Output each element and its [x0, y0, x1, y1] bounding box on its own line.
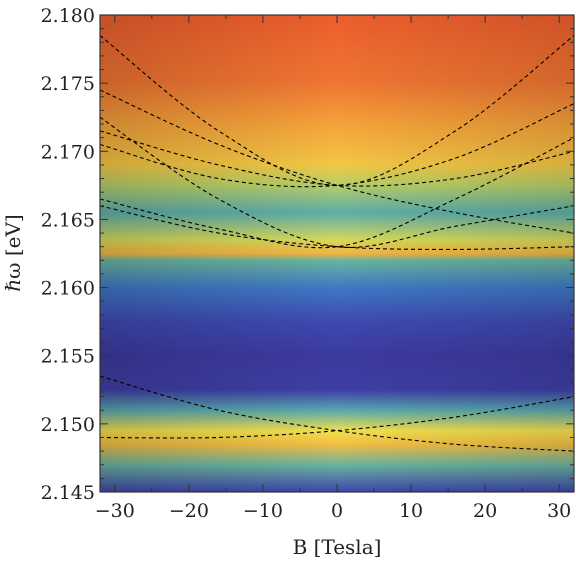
- x-axis: −30 −20 −10 0 10 20 30: [95, 15, 571, 522]
- x-tick-label: 30: [547, 500, 571, 522]
- y-axis: 2.145 2.150 2.155 2.160 2.165 2.170 2.175 2.180: [41, 5, 574, 504]
- y-tick-label: 2.145: [41, 482, 95, 504]
- x-tick-label: −30: [95, 500, 135, 522]
- y-tick-label: 2.165: [41, 209, 95, 231]
- y-tick-label: 2.175: [41, 73, 95, 95]
- x-tick-label: −10: [243, 500, 283, 522]
- y-axis-label: ℏω [eV]: [1, 214, 25, 291]
- fit-curve-6: [100, 205, 574, 250]
- x-tick-label: 0: [331, 500, 343, 522]
- y-tick-label: 2.150: [41, 414, 95, 436]
- heatmap-shading: [100, 15, 574, 492]
- y-tick-label: 2.160: [41, 278, 95, 300]
- fit-curve-7: [100, 116, 574, 248]
- fit-curve-1: [100, 35, 574, 186]
- fit-curve-8: [100, 375, 574, 452]
- y-tick-label: 2.180: [41, 5, 95, 27]
- fit-curve-5: [100, 137, 574, 249]
- fit-curves: [100, 35, 574, 452]
- x-tick-label: 10: [399, 500, 423, 522]
- fit-curve-9: [100, 396, 574, 439]
- x-tick-label: 20: [473, 500, 497, 522]
- fit-curve-3: [100, 103, 574, 188]
- fit-curve-4: [100, 130, 574, 187]
- y-tick-label: 2.170: [41, 141, 95, 163]
- x-tick-label: −20: [169, 500, 209, 522]
- plot-area: [100, 15, 574, 492]
- fit-curve-2: [100, 89, 574, 234]
- x-axis-label: B [Tesla]: [293, 535, 382, 559]
- y-tick-label: 2.155: [41, 346, 95, 368]
